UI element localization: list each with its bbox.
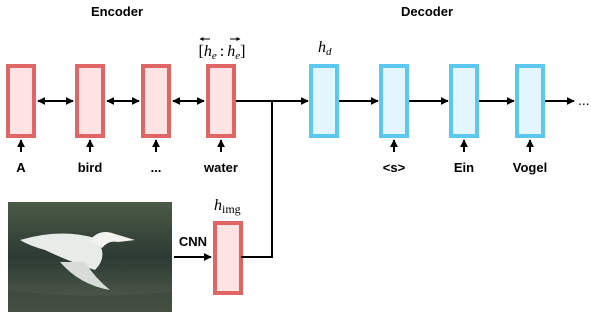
token: bird bbox=[78, 160, 103, 175]
state-box bbox=[517, 66, 543, 136]
connector bbox=[241, 101, 272, 257]
state-box bbox=[451, 66, 477, 136]
cnn-label: CNN bbox=[179, 234, 207, 249]
state-box bbox=[8, 66, 34, 136]
diagram: Encoder Decoder [he:he] hd CNN himg ... … bbox=[0, 0, 591, 317]
image-state-label: himg bbox=[214, 197, 241, 216]
token: <s> bbox=[383, 160, 406, 175]
context-label: [he:he] bbox=[199, 43, 246, 62]
state-box bbox=[208, 66, 234, 136]
token: Vogel bbox=[513, 160, 547, 175]
state-box bbox=[143, 66, 169, 136]
bird-photo bbox=[8, 202, 172, 312]
token: water bbox=[203, 160, 238, 175]
state-box bbox=[77, 66, 103, 136]
image-state-box bbox=[215, 223, 241, 293]
decoder-state-label: hd bbox=[318, 39, 332, 58]
decoder-title: Decoder bbox=[401, 4, 453, 19]
state-box bbox=[311, 66, 337, 136]
state-box bbox=[381, 66, 407, 136]
continuation: ... bbox=[578, 92, 590, 108]
token: A bbox=[16, 160, 26, 175]
token: Ein bbox=[454, 160, 474, 175]
encoder-title: Encoder bbox=[91, 4, 143, 19]
token: ... bbox=[151, 160, 162, 175]
